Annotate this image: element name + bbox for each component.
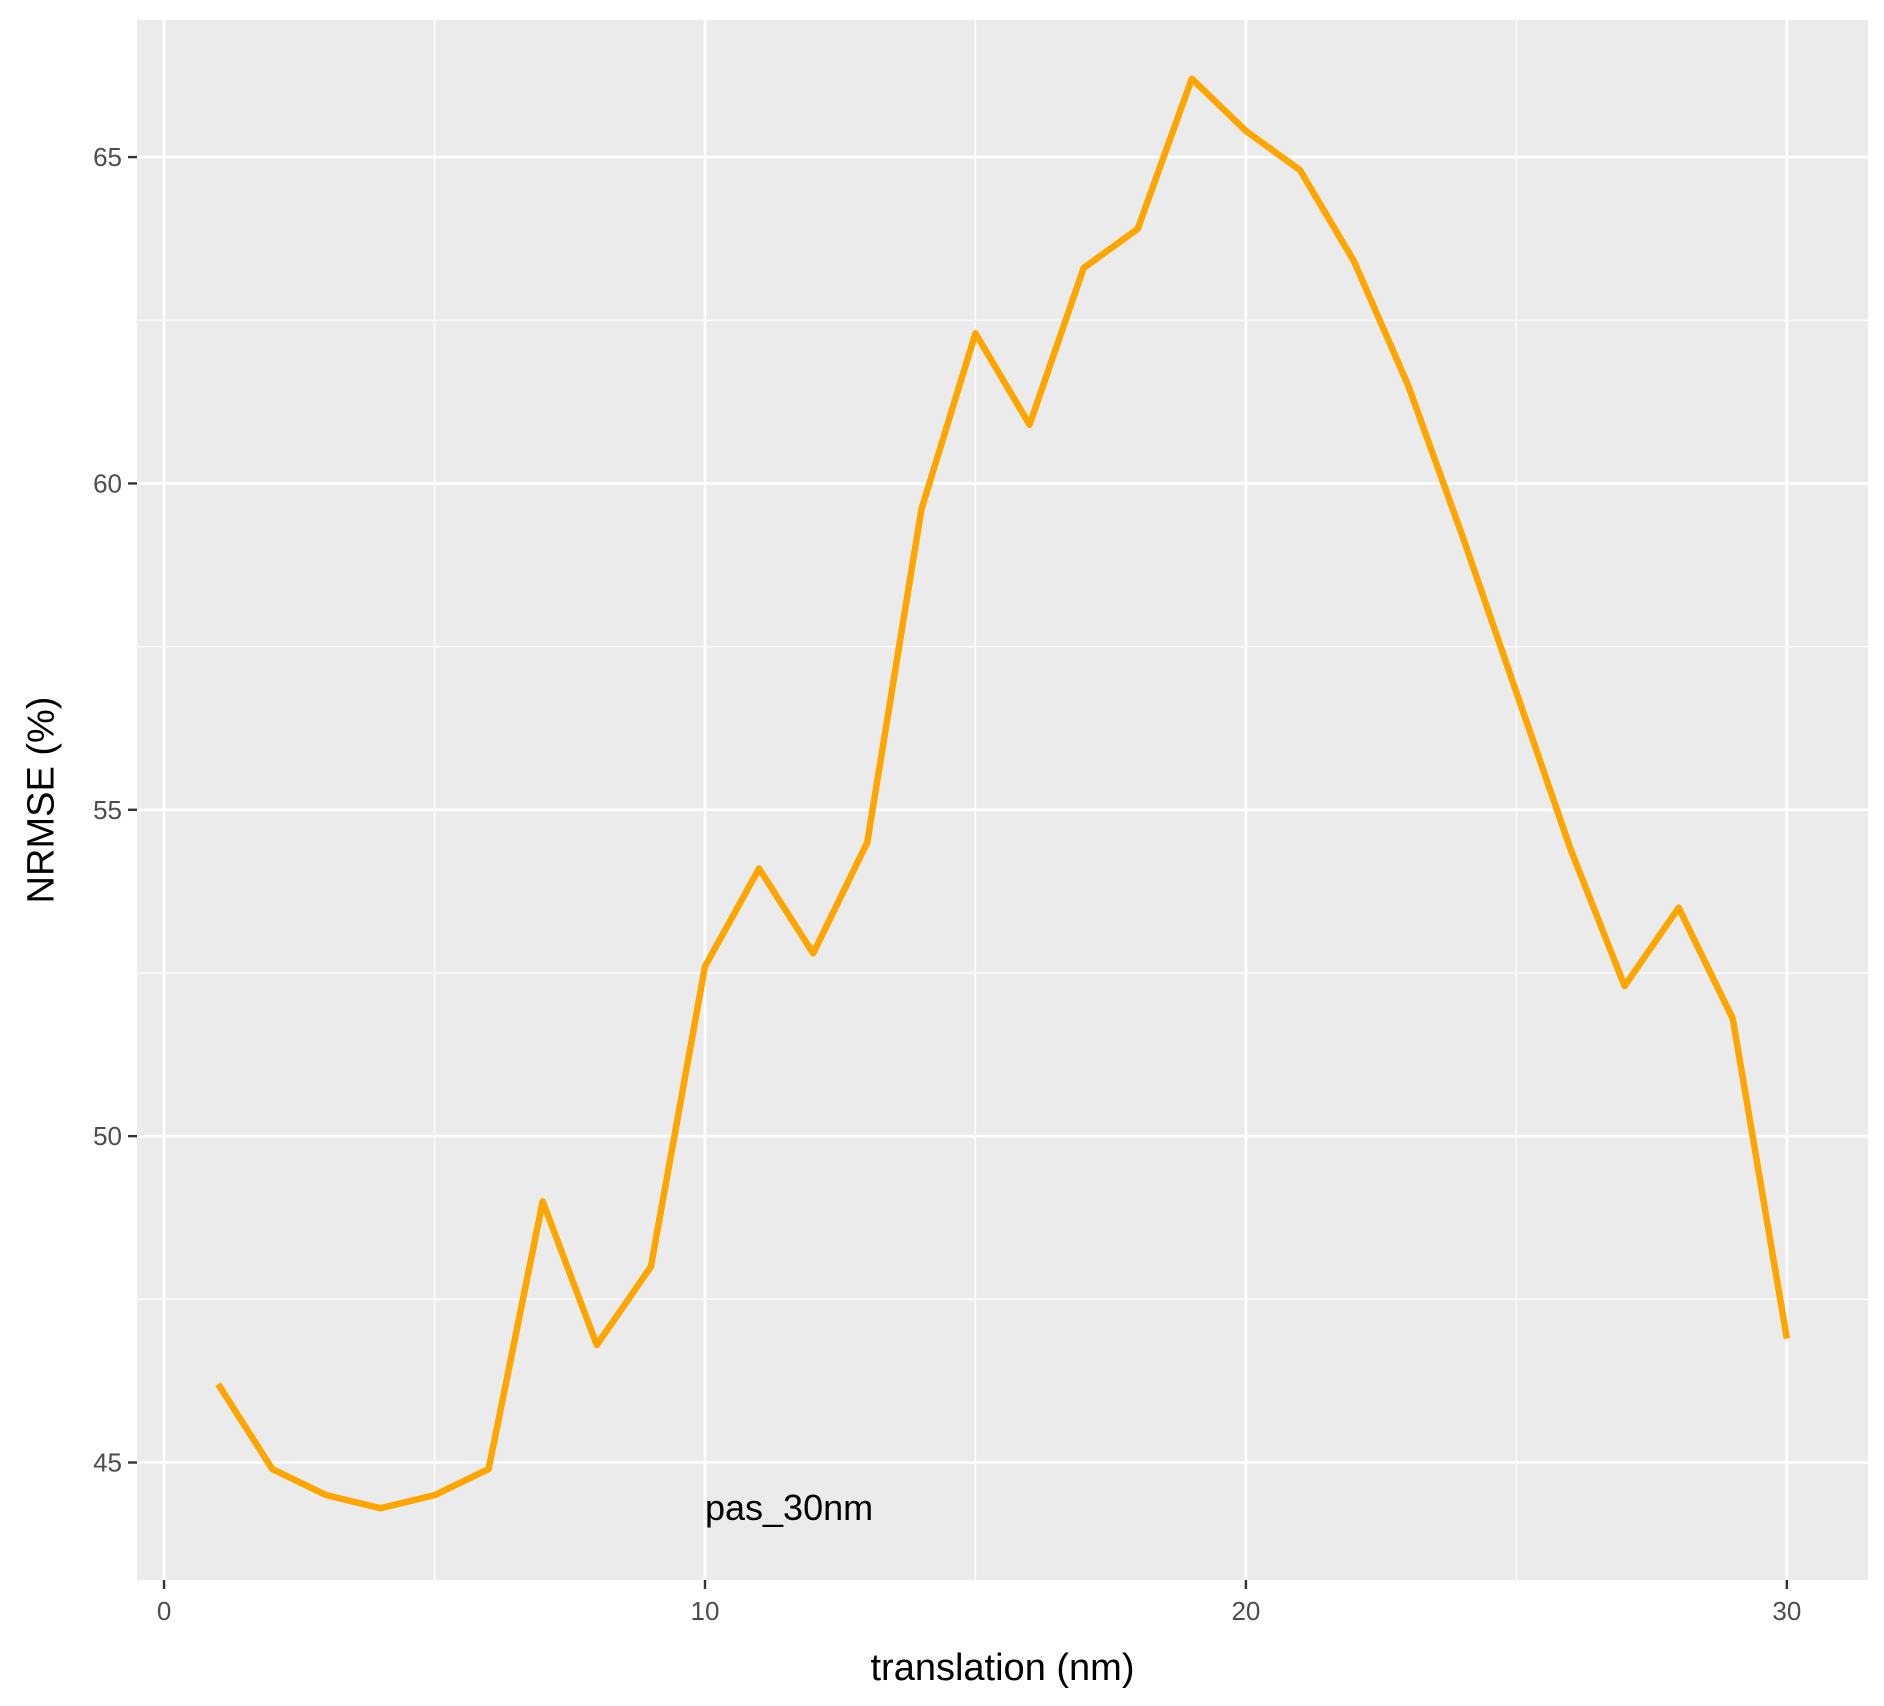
- data-point: [269, 1466, 275, 1472]
- data-point: [1784, 1335, 1790, 1341]
- data-point: [1026, 421, 1032, 427]
- data-point: [702, 963, 708, 969]
- data-point: [1351, 258, 1357, 264]
- data-point: [485, 1466, 491, 1472]
- data-point: [431, 1492, 437, 1498]
- panel-background: [137, 20, 1868, 1580]
- y-tick-label: 65: [93, 142, 122, 172]
- data-point: [1459, 532, 1465, 538]
- data-point: [323, 1492, 329, 1498]
- data-point: [1567, 846, 1573, 852]
- data-point: [972, 330, 978, 336]
- data-point: [810, 950, 816, 956]
- data-point: [1675, 904, 1681, 910]
- major-gridlines: [137, 20, 1868, 1580]
- x-tick-label: 30: [1772, 1596, 1801, 1626]
- y-tick-label: 50: [93, 1121, 122, 1151]
- x-axis-title: translation (nm): [871, 1647, 1135, 1689]
- data-point: [540, 1198, 546, 1204]
- data-point: [918, 506, 924, 512]
- data-point: [864, 839, 870, 845]
- data-point: [1730, 1015, 1736, 1021]
- data-point: [756, 865, 762, 871]
- data-point: [377, 1505, 383, 1511]
- data-point: [1080, 265, 1086, 271]
- series-line: [215, 75, 1791, 1512]
- minor-gridlines: [137, 20, 1868, 1580]
- y-tick-label: 45: [93, 1448, 122, 1478]
- data-point: [1297, 167, 1303, 173]
- y-axis: 45 50 55 60 65: [93, 142, 137, 1478]
- y-tick-label: 60: [93, 468, 122, 498]
- data-point: [648, 1263, 654, 1269]
- x-axis: 0 10 20 30: [157, 1580, 1801, 1626]
- data-point: [1243, 128, 1249, 134]
- data-point: [1513, 689, 1519, 695]
- data-point: [215, 1381, 221, 1387]
- x-tick-label: 20: [1231, 1596, 1260, 1626]
- x-tick-label: 10: [691, 1596, 720, 1626]
- series-layer: [215, 75, 1791, 1512]
- y-tick-label: 55: [93, 795, 122, 825]
- data-point: [1189, 76, 1195, 82]
- annotation-label: pas_30nm: [705, 1487, 873, 1528]
- data-point: [1135, 226, 1141, 232]
- data-point: [1621, 983, 1627, 989]
- data-point: [1405, 382, 1411, 388]
- y-axis-title: NRMSE (%): [20, 697, 62, 904]
- data-point: [594, 1342, 600, 1348]
- x-tick-label: 0: [157, 1596, 171, 1626]
